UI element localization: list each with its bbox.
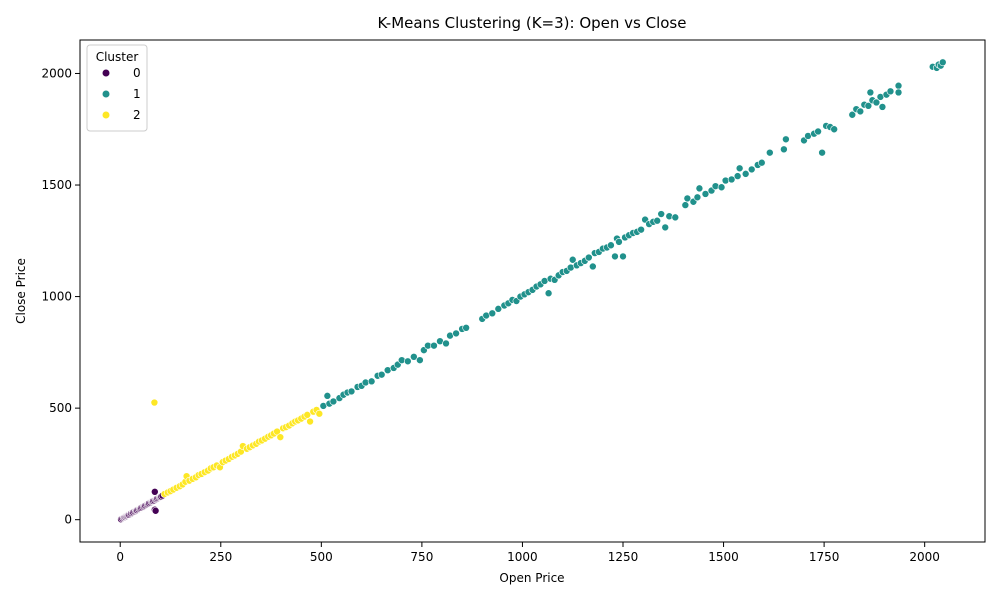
cluster-1-point <box>735 164 744 173</box>
cluster-1-point <box>615 238 623 246</box>
y-tick-label: 0 <box>64 513 72 527</box>
y-tick-label: 1500 <box>41 178 72 192</box>
cluster-1-point <box>671 213 680 222</box>
x-tick-label: 1500 <box>708 550 739 564</box>
points-layer <box>117 58 947 524</box>
x-tick-label: 2000 <box>909 550 940 564</box>
cluster-1-point <box>814 127 822 136</box>
legend-label-cluster-0: 0 <box>133 66 141 80</box>
cluster-1-point <box>872 98 881 107</box>
legend-label-cluster-1: 1 <box>133 87 141 101</box>
x-tick-label: 1000 <box>507 550 538 564</box>
cluster-1-point <box>410 353 418 361</box>
cluster-1-point <box>818 148 826 157</box>
cluster-1-point <box>866 88 875 97</box>
cluster-1-point <box>830 125 838 134</box>
cluster-1-point <box>757 158 766 167</box>
legend: Cluster 0 1 2 <box>86 44 148 132</box>
legend-marker-cluster-2 <box>102 111 110 119</box>
cluster-2-point <box>303 411 312 419</box>
legend-label-cluster-2: 2 <box>133 108 141 122</box>
cluster-1-point <box>741 170 750 178</box>
x-tick-label: 1750 <box>809 550 840 564</box>
cluster-2-point <box>273 427 281 436</box>
cluster-1-point <box>367 377 376 386</box>
cluster-1-point <box>683 194 692 203</box>
cluster-1-point <box>637 225 645 234</box>
cluster-1-point <box>568 255 577 264</box>
cluster-1-point <box>856 107 865 116</box>
plot-frame <box>79 39 986 543</box>
cluster-1-point <box>329 397 338 406</box>
cluster-2-point <box>306 417 314 426</box>
y-tick-label: 1000 <box>41 290 72 304</box>
x-axis: 0 250 500 750 1000 1250 1500 1750 2000 <box>116 542 940 564</box>
x-axis-label: Open Price <box>499 571 564 585</box>
cluster-1-point <box>938 58 947 67</box>
cluster-1-point <box>607 241 615 250</box>
x-tick-label: 1250 <box>608 550 639 564</box>
cluster-1-point <box>693 193 702 202</box>
cluster-1-point <box>442 339 450 348</box>
cluster-1-point <box>717 183 726 192</box>
cluster-1-point <box>585 253 593 262</box>
x-tick-label: 250 <box>209 550 232 564</box>
cluster-1-point <box>695 184 704 193</box>
legend-box <box>86 44 148 132</box>
legend-marker-cluster-0 <box>102 69 110 77</box>
cluster-2-point <box>276 433 285 441</box>
cluster-1-point <box>589 262 597 271</box>
cluster-1-point <box>494 305 503 313</box>
cluster-1-point <box>733 172 742 180</box>
legend-title: Cluster <box>96 50 139 64</box>
y-axis: 0 500 1000 1500 2000 <box>41 66 80 527</box>
cluster-1-point <box>894 81 903 90</box>
cluster-2-point <box>315 409 324 418</box>
y-tick-label: 500 <box>49 401 72 415</box>
cluster-1-point <box>766 148 774 157</box>
cluster-1-point <box>452 329 460 338</box>
cluster-1-point <box>404 357 412 366</box>
cluster-1-point <box>727 175 736 184</box>
legend-marker-cluster-1 <box>102 90 110 98</box>
cluster-1-point <box>323 392 332 400</box>
cluster-1-point <box>462 324 470 332</box>
cluster-1-point <box>864 102 873 110</box>
y-tick-label: 2000 <box>41 66 72 80</box>
legend-items: 0 1 2 <box>102 66 141 122</box>
cluster-1-point <box>681 201 690 209</box>
cluster-1-point <box>661 223 670 232</box>
cluster-0-point <box>151 506 160 515</box>
cluster-1-point <box>416 356 424 364</box>
cluster-0-point <box>151 487 159 496</box>
cluster-1-point <box>611 252 619 261</box>
cluster-1-point <box>430 341 438 350</box>
cluster-1-point <box>619 252 627 261</box>
cluster-1-point <box>848 110 857 119</box>
cluster-1-point <box>878 103 887 111</box>
cluster-1-point <box>701 190 710 198</box>
x-tick-label: 0 <box>116 550 124 564</box>
cluster-1-point <box>488 309 497 318</box>
cluster-1-point <box>782 135 790 144</box>
chart-title: K-Means Clustering (K=3): Open vs Close <box>378 14 687 32</box>
y-axis-label: Close Price <box>14 258 28 324</box>
cluster-1-point <box>347 387 356 396</box>
cluster-1-point <box>886 87 895 96</box>
cluster-1-point <box>544 289 553 298</box>
cluster-1-point <box>657 210 666 218</box>
cluster-1-point <box>377 370 386 379</box>
x-tick-label: 750 <box>410 550 433 564</box>
cluster-1-point <box>894 88 903 97</box>
cluster-1-point <box>780 145 788 154</box>
x-tick-label: 500 <box>310 550 333 564</box>
cluster-2-point <box>150 398 159 407</box>
cluster-1-point <box>653 216 661 225</box>
cluster-1-point <box>747 165 756 174</box>
